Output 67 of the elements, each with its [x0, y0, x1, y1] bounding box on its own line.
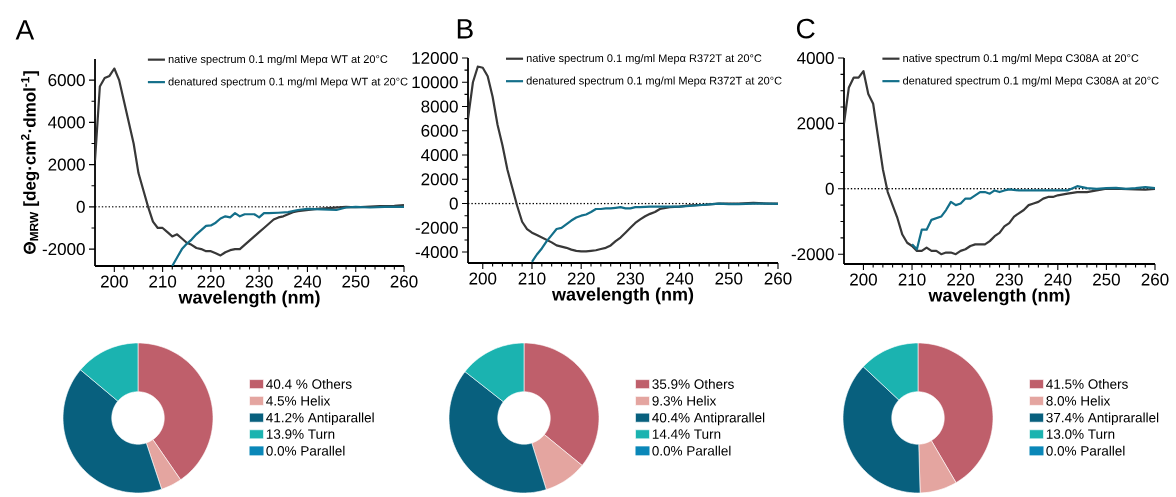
legend-label: native spectrum 0.1 mg/ml Mepα R372T at 20°C [526, 54, 762, 65]
y-tick-label: 0 [449, 197, 458, 210]
y-tick-label: 2000 [797, 117, 834, 130]
legend-label: 40.4 % Others [266, 378, 352, 389]
y-tick-label: 4000 [48, 116, 85, 129]
y-tick-label: -2000 [415, 221, 458, 234]
legend-label: 37.4% Antiprarallel [1046, 412, 1159, 426]
legend-label: 8.0% Helix [1046, 395, 1111, 406]
x-tick-label: 240 [666, 272, 694, 285]
x-tick-label: 210 [898, 273, 926, 286]
legend-label: 41.5% Others [1046, 378, 1128, 389]
y-tick-label: 0 [76, 200, 85, 213]
legend-label: 40.4% Antiprarallel [652, 412, 765, 426]
y-tick-label: 6000 [421, 124, 458, 137]
legend-label: native spectrum 0.1 mg/ml Mepα WT at 20°C [168, 54, 388, 66]
x-tick-label: 200 [469, 272, 497, 285]
y-tick-label: -2000 [42, 243, 85, 256]
chart-title: A [15, 20, 35, 40]
x-tick-label: 260 [390, 275, 418, 288]
x-axis-title: wavelength (nm) [551, 287, 694, 305]
x-tick-label: 250 [1093, 273, 1120, 286]
y-tick-label: 12000 [412, 51, 458, 65]
legend-label: denatured spectrum 0.1 mg/ml Mepα C308A at 20°C [903, 76, 1159, 87]
x-tick-label: 230 [617, 272, 644, 285]
x-tick-label: 260 [764, 272, 792, 285]
x-tick-label: 230 [245, 275, 273, 288]
chart-title: C [796, 18, 815, 39]
y-tick-label: 10000 [412, 76, 458, 89]
x-tick-label: 220 [197, 275, 225, 288]
x-tick-label: 200 [850, 273, 877, 286]
legend-label: 4.5% Helix [266, 395, 331, 406]
legend-label: 41.2% Antiparallel [266, 412, 374, 426]
y-axis-title: Θ$_{MRW}$ [deg·cm$^{2}$·dmol$^{-1}$] [20, 71, 40, 254]
x-tick-label: 250 [342, 275, 370, 288]
y-tick-label: -4000 [415, 246, 458, 259]
y-tick-label: 2000 [48, 158, 85, 171]
legend-label: 0.0% Parallel [1046, 445, 1125, 456]
legend-label: 14.4% Turn [652, 429, 721, 439]
x-tick-label: 230 [995, 273, 1023, 286]
x-tick-label: 220 [567, 272, 595, 285]
legend-label: 35.9% Others [652, 378, 734, 389]
x-tick-label: 210 [518, 272, 546, 285]
legend-label: 9.3% Helix [652, 395, 717, 406]
y-tick-label: 6000 [48, 74, 85, 87]
legend-label: 13.9% Turn [266, 429, 335, 439]
x-tick-label: 250 [715, 272, 743, 285]
y-tick-label: 8000 [421, 100, 458, 113]
y-tick-label: 2000 [421, 173, 458, 186]
y-tick-label: -2000 [791, 248, 834, 261]
legend-label: native spectrum 0.1 mg/ml Mepα C308A at 20°C [903, 53, 1139, 65]
y-tick-label: 4000 [797, 51, 834, 65]
x-tick-label: 260 [1141, 273, 1169, 286]
legend-label: denatured spectrum 0.1 mg/ml Mepα WT at 20°C [168, 77, 408, 88]
legend-label: denatured spectrum 0.1 mg/ml Mepα R372T at 20°C [526, 76, 782, 87]
legend-label: 0.0% Parallel [652, 445, 731, 456]
x-axis-title: wavelength (nm) [928, 288, 1070, 306]
x-tick-label: 200 [101, 275, 128, 288]
legend-label: 0.0% Parallel [266, 445, 345, 456]
x-tick-label: 210 [149, 275, 177, 288]
chart-title: B [457, 19, 473, 39]
y-tick-label: 0 [825, 182, 834, 195]
x-tick-label: 240 [294, 275, 321, 288]
legend-label: 13.0% Turn [1046, 429, 1115, 439]
x-tick-label: 240 [1044, 273, 1072, 286]
x-axis-title: wavelength (nm) [178, 290, 320, 308]
y-tick-label: 4000 [421, 149, 458, 162]
x-tick-label: 220 [947, 273, 975, 286]
